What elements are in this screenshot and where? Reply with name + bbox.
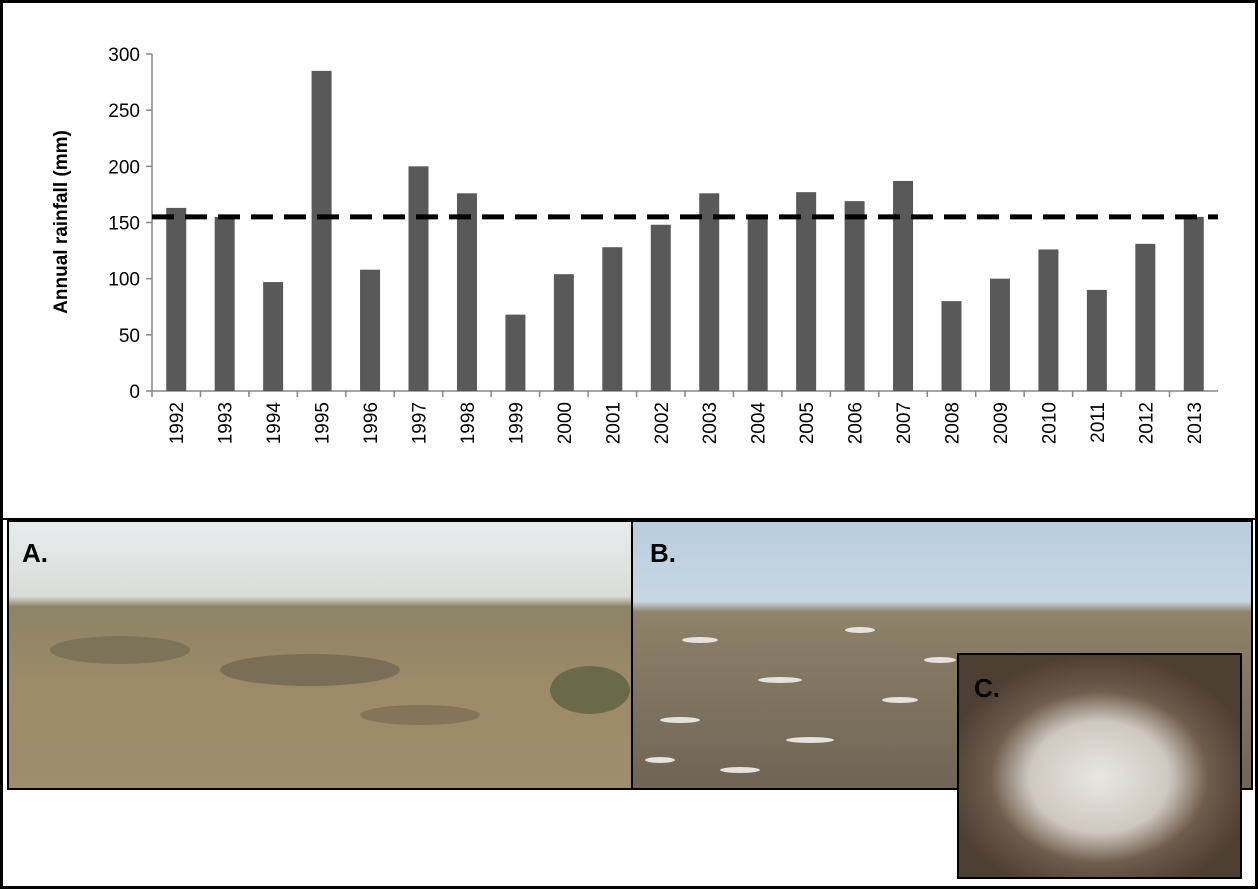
shrub xyxy=(220,654,400,686)
x-tick-label: 2002 xyxy=(652,402,673,444)
bar xyxy=(748,215,768,391)
y-tick-label: 150 xyxy=(108,214,140,235)
bar xyxy=(1135,244,1155,391)
bar xyxy=(602,247,622,391)
x-tick-label: 2000 xyxy=(555,402,576,444)
y-tick-label: 250 xyxy=(108,101,140,122)
y-tick-label: 50 xyxy=(119,326,140,347)
shrub xyxy=(50,636,190,664)
y-tick-label: 200 xyxy=(108,157,140,178)
y-tick-label: 100 xyxy=(108,270,140,291)
panel-label: B. xyxy=(650,538,676,568)
x-tick-label: 2007 xyxy=(894,402,915,444)
shrub xyxy=(360,705,480,725)
x-tick-label: 1993 xyxy=(216,402,237,444)
bar xyxy=(845,201,865,391)
photo-c: C. xyxy=(958,654,1241,878)
bar xyxy=(457,193,477,391)
x-tick-label: 2009 xyxy=(991,402,1012,444)
bar xyxy=(554,274,574,391)
x-tick-label: 2012 xyxy=(1136,402,1157,444)
x-tick-label: 2011 xyxy=(1088,402,1109,443)
photo-a: A. xyxy=(8,521,632,789)
bar xyxy=(1038,249,1058,391)
bar xyxy=(360,270,380,391)
x-tick-label: 2003 xyxy=(700,402,721,444)
bar xyxy=(409,166,429,391)
bar xyxy=(215,217,235,391)
photo xyxy=(958,654,1241,878)
x-tick-label: 2008 xyxy=(943,402,964,444)
x-tick-label: 2004 xyxy=(749,402,770,445)
bar xyxy=(263,282,283,391)
bar xyxy=(1184,217,1204,391)
bar xyxy=(505,315,525,391)
bar xyxy=(942,301,962,391)
bar xyxy=(1087,290,1107,391)
x-tick-label: 1996 xyxy=(361,402,382,444)
x-tick-label: 1998 xyxy=(458,402,479,444)
x-tick-label: 2010 xyxy=(1039,402,1060,444)
shrub xyxy=(550,666,630,714)
y-axis-label: Annual rainfall (mm) xyxy=(51,130,72,314)
y-tick-label: 300 xyxy=(108,45,140,66)
x-tick-label: 2006 xyxy=(846,402,867,444)
y-tick-label: 0 xyxy=(129,382,140,403)
x-tick-label: 2001 xyxy=(603,402,624,444)
x-tick-label: 2013 xyxy=(1185,402,1206,444)
bar xyxy=(796,192,816,391)
panel-label: C. xyxy=(974,673,1000,703)
x-tick-label: 2005 xyxy=(797,402,818,444)
bar xyxy=(893,181,913,391)
figure: Annual rainfall (mm) 0 50 100 150 200 250 300 1… xyxy=(0,0,1258,889)
bar xyxy=(166,208,186,391)
bar xyxy=(699,193,719,391)
x-tick-label: 1995 xyxy=(313,402,334,444)
x-tick-label: 1992 xyxy=(167,402,188,444)
x-tick-label: 1994 xyxy=(264,402,285,445)
bar xyxy=(990,279,1010,391)
bar xyxy=(651,225,671,391)
bar xyxy=(312,71,332,391)
x-tick-label: 1997 xyxy=(410,402,431,444)
panel-label: A. xyxy=(22,538,48,568)
x-tick-label: 1999 xyxy=(506,402,527,444)
